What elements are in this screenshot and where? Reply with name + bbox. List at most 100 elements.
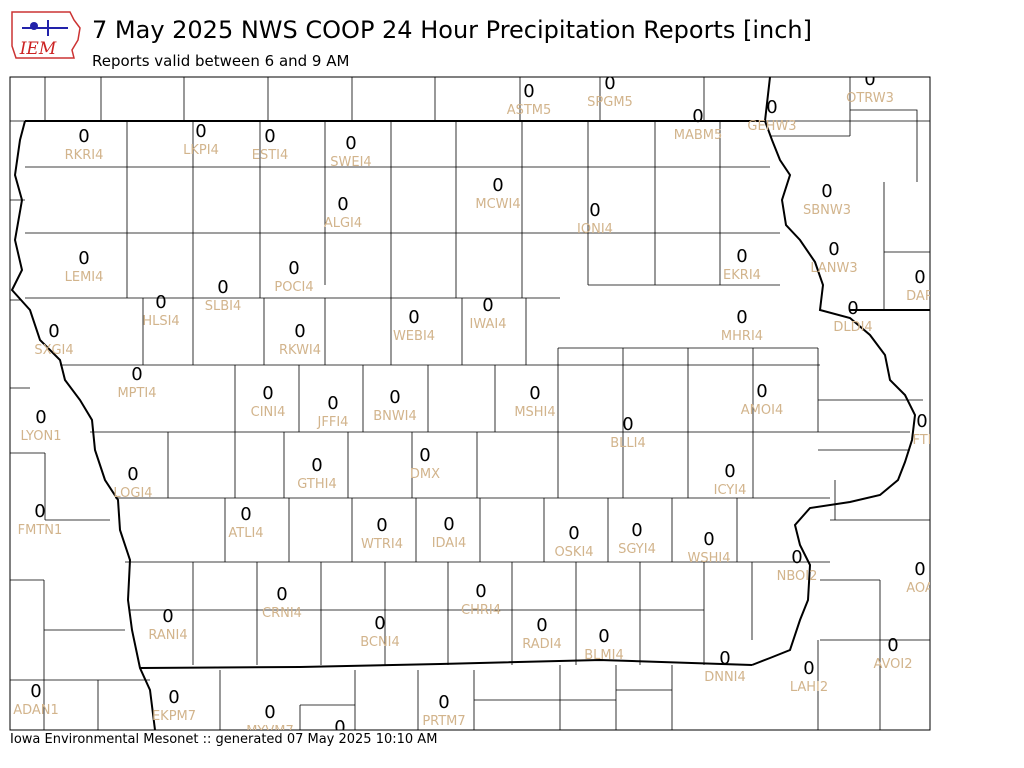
- station-value: 0: [294, 321, 305, 342]
- station-value: 0: [376, 515, 387, 536]
- station-value: 0: [821, 181, 832, 202]
- station-label: ESTI4: [252, 148, 289, 163]
- station-label: DLDI4: [833, 320, 872, 335]
- station-label: WTRI4: [361, 537, 403, 552]
- station-label: RADI4: [522, 637, 562, 652]
- station-label: JFFI4: [317, 415, 349, 430]
- station-label: DNNI4: [704, 670, 746, 685]
- station-label: CHRI4: [461, 603, 501, 618]
- logo-text: IEM: [19, 39, 57, 59]
- station-value: 0: [568, 523, 579, 544]
- station-label: ICYI4: [714, 483, 747, 498]
- station-value: 0: [327, 393, 338, 414]
- station-value: 0: [916, 411, 927, 432]
- title: 7 May 2025 NWS COOP 24 Hour Precipitatio…: [92, 16, 812, 44]
- station-value: 0: [847, 298, 858, 319]
- station-label: IWAI4: [470, 317, 507, 332]
- station-value: 0: [529, 383, 540, 404]
- station-label: IDAI4: [432, 536, 467, 551]
- station-label: CRNI4: [262, 606, 302, 621]
- station-value: 0: [736, 246, 747, 267]
- boundaries: [10, 77, 930, 730]
- station-label: FMTN1: [18, 523, 63, 538]
- station-label: RKWI4: [279, 343, 321, 358]
- station-value: 0: [35, 407, 46, 428]
- station-value: 0: [311, 455, 322, 476]
- station-value: 0: [766, 97, 777, 118]
- station-label: AOA: [906, 581, 934, 596]
- station-value: 0: [438, 692, 449, 713]
- station-value: 0: [264, 126, 275, 147]
- station-label: MCWI4: [475, 197, 520, 212]
- station-label: SXGI4: [34, 343, 73, 358]
- station-value: 0: [162, 606, 173, 627]
- station-value: 0: [240, 504, 251, 525]
- station-label: DMX: [410, 467, 440, 482]
- station-label: MHRI4: [721, 329, 763, 344]
- footer: Iowa Environmental Mesonet :: generated …: [10, 732, 438, 747]
- station-value: 0: [217, 277, 228, 298]
- station-value: 0: [334, 717, 345, 738]
- station-label: ASTM5: [507, 103, 552, 118]
- station-label: BNWI4: [373, 409, 417, 424]
- station-label: RKRI4: [65, 148, 104, 163]
- station-value: 0: [604, 73, 615, 94]
- station-value: 0: [30, 681, 41, 702]
- station-value: 0: [791, 547, 802, 568]
- station-value: 0: [523, 81, 534, 102]
- station-value: 0: [492, 175, 503, 196]
- station-value: 0: [168, 687, 179, 708]
- station-label: IONI4: [577, 222, 613, 237]
- station-value: 0: [288, 258, 299, 279]
- station-label: BLMI4: [584, 648, 623, 663]
- station-value: 0: [408, 307, 419, 328]
- station-value: 0: [887, 635, 898, 656]
- station-label: MABM5: [674, 128, 723, 143]
- station-value: 0: [155, 292, 166, 313]
- station-value: 0: [803, 658, 814, 679]
- station-value: 0: [719, 648, 730, 669]
- station-label: LKPI4: [183, 143, 219, 158]
- station-value: 0: [828, 239, 839, 260]
- station-label: ALGI4: [324, 216, 362, 231]
- station-value: 0: [78, 126, 89, 147]
- station-label: LOGI4: [113, 486, 152, 501]
- station-label: SBNW3: [803, 203, 851, 218]
- map-frame: [9, 76, 931, 731]
- station-value: 0: [736, 307, 747, 328]
- station-label: SGYI4: [618, 542, 656, 557]
- station-value: 0: [276, 584, 287, 605]
- station-label: WSHI4: [688, 551, 731, 566]
- station-label: LEMI4: [65, 270, 104, 285]
- station-label: MSHI4: [514, 405, 555, 420]
- station-label: SLBI4: [205, 299, 242, 314]
- station-value: 0: [724, 461, 735, 482]
- station-label: WEBI4: [393, 329, 435, 344]
- station-label: AMOI4: [741, 403, 783, 418]
- station-label: GTHI4: [297, 477, 336, 492]
- logo: IEM: [8, 6, 86, 64]
- station-label: GEHW3: [747, 119, 796, 134]
- station-label: PRTM7: [422, 714, 465, 729]
- station-label: FTI: [912, 433, 931, 448]
- state-border: [10, 77, 930, 730]
- station-label: CINI4: [251, 405, 286, 420]
- station-label: SWEI4: [330, 155, 371, 170]
- station-value: 0: [48, 321, 59, 342]
- station-value: 0: [914, 267, 925, 288]
- station-value: 0: [34, 501, 45, 522]
- station-value: 0: [78, 248, 89, 269]
- county-lines: [10, 77, 930, 730]
- station-value: 0: [127, 464, 138, 485]
- station-value: 0: [589, 200, 600, 221]
- station-label: OTRW3: [846, 91, 894, 106]
- station-label: POCI4: [274, 280, 313, 295]
- station-label: LAHI2: [790, 680, 828, 695]
- logo-outline: [11, 11, 81, 59]
- station-value: 0: [389, 387, 400, 408]
- station-label: ADAN1: [13, 703, 59, 718]
- logo-graphic: IEM: [11, 11, 81, 59]
- subtitle: Reports valid between 6 and 9 AM: [92, 52, 350, 70]
- station-value: 0: [914, 559, 925, 580]
